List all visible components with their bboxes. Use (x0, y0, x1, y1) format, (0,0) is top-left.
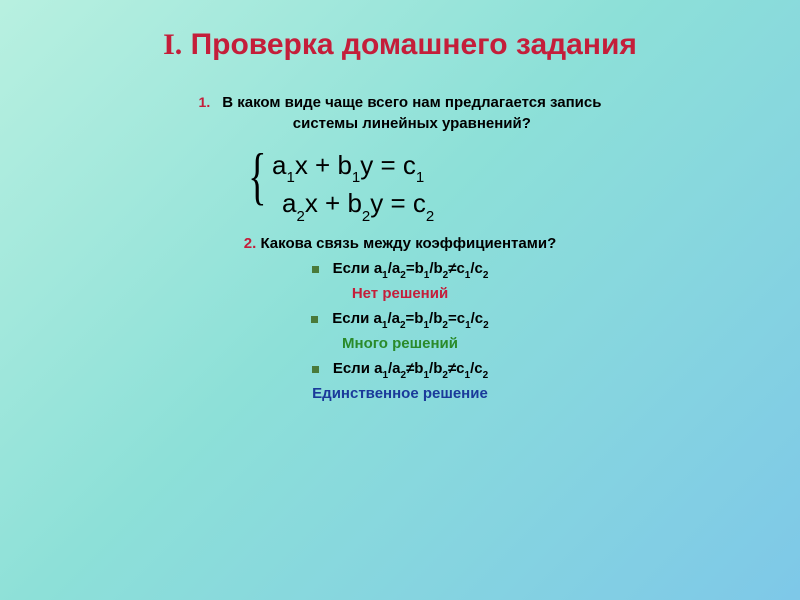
q1-number: 1. (199, 94, 211, 110)
eq2-a-sub: 2 (296, 208, 304, 225)
equation-system: { а1х + b1y = c1 a2x + b2y = c2 (200, 148, 600, 225)
page-title: I. Проверка домашнего задания (0, 0, 800, 62)
result-text-2: Много решений (0, 335, 800, 352)
title-text: Проверка домашнего задания (191, 28, 637, 61)
q2-text: Какова связь между коэффициентами? (256, 235, 556, 252)
eq2-b-sub: 2 (362, 208, 370, 225)
condition-text: Если а1/а2≠b1/b2≠с1/с2 (333, 360, 488, 380)
eq1-b-sub: 1 (352, 169, 360, 186)
brace-icon: { (248, 144, 266, 208)
eq1-a: а (272, 150, 286, 180)
case-condition-1: Если а1/а2=b1/b2≠с1/с2 (0, 260, 800, 280)
q1-text: В каком виде чаще всего нам предлагается… (222, 92, 601, 134)
eq1-y: y = c (360, 150, 416, 180)
q2-number: 2. (244, 235, 257, 252)
result-text-1: Нет решений (0, 285, 800, 302)
case-condition-3: Если а1/а2≠b1/b2≠с1/с2 (0, 360, 800, 380)
eq1-c-sub: 1 (416, 169, 424, 186)
question-1: 1. В каком виде чаще всего нам предлагае… (0, 92, 800, 134)
content-area: 1. В каком виде чаще всего нам предлагае… (0, 92, 800, 402)
result-text-3: Единственное решение (0, 385, 800, 402)
bullet-icon (312, 266, 319, 273)
title-number: I. (163, 28, 182, 61)
case-condition-2: Если а1/а2=b1/b2=с1/с2 (0, 310, 800, 330)
eq2-a: a (282, 188, 296, 218)
condition-text: Если а1/а2=b1/b2≠с1/с2 (333, 260, 489, 280)
eq2-c-sub: 2 (426, 208, 434, 225)
q1-line2: системы линейных уравнений? (293, 115, 531, 132)
bullet-icon (312, 366, 319, 373)
equation-2: a2x + b2y = c2 (272, 186, 600, 224)
eq2-x: x + b (305, 188, 362, 218)
q1-line1: В каком виде чаще всего нам предлагается… (222, 94, 601, 111)
equation-1: а1х + b1y = c1 (272, 148, 600, 186)
eq1-x: х + b (295, 150, 352, 180)
question-2: 2. Какова связь между коэффициентами? (0, 235, 800, 252)
cases-list: Если а1/а2=b1/b2≠с1/с2 Нет решений Если а1… (0, 260, 800, 402)
eq1-a-sub: 1 (286, 169, 294, 186)
eq2-y: y = c (370, 188, 426, 218)
bullet-icon (311, 316, 318, 323)
condition-text: Если а1/а2=b1/b2=с1/с2 (332, 310, 488, 330)
